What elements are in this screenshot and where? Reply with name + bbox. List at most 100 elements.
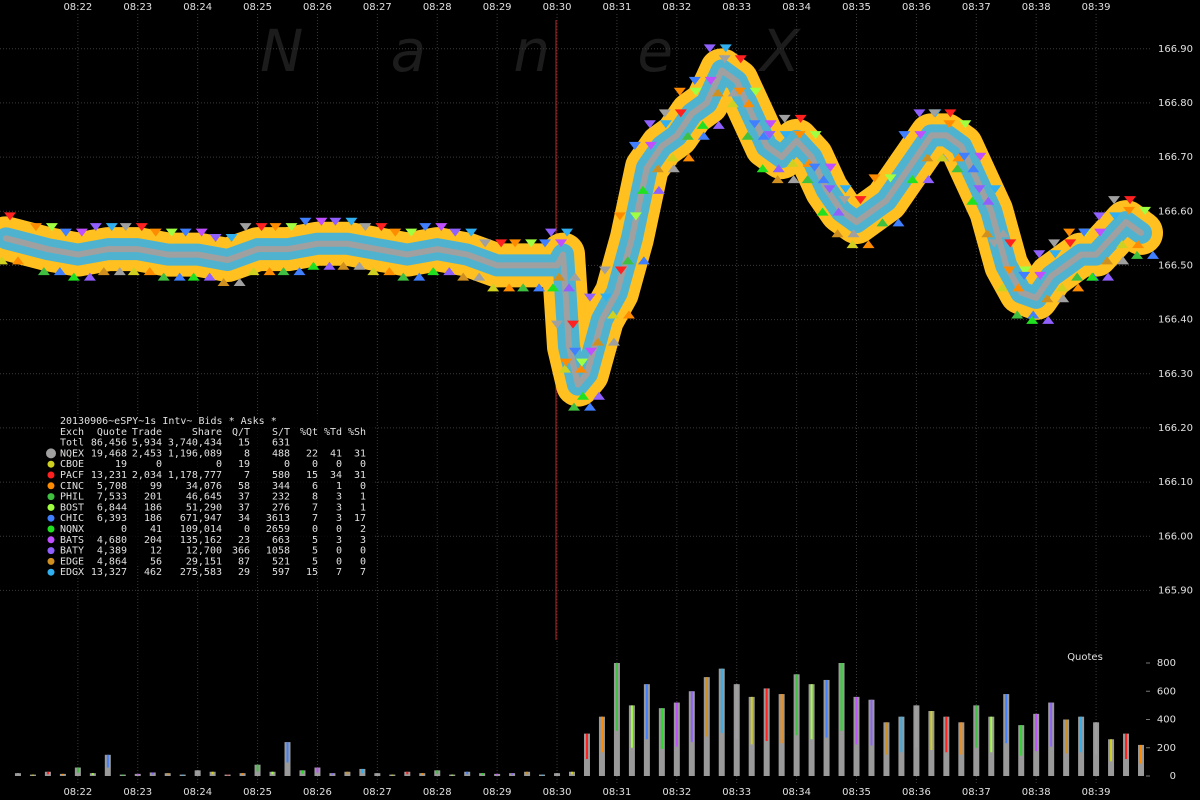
quote-bar-accent — [466, 771, 469, 775]
quote-marker — [763, 131, 776, 140]
table-cell: 31 — [354, 470, 366, 481]
table-cell: 41 — [330, 448, 342, 459]
quote-marker — [667, 164, 680, 173]
exchange-icon — [47, 493, 55, 501]
quote-bar-accent — [600, 716, 603, 753]
table-cell: 15 — [306, 470, 318, 481]
quote-marker — [1072, 283, 1085, 292]
exchange-icon — [47, 471, 55, 479]
x-tick-label: 08:26 — [303, 787, 332, 798]
table-cell: BATY — [60, 546, 84, 557]
x-tick-label: 08:22 — [63, 2, 92, 13]
quote-marker — [157, 272, 170, 281]
quote-bar-accent — [286, 742, 289, 763]
quote-bar-accent — [91, 773, 94, 775]
quote-bar-accent — [660, 708, 663, 749]
table-cell: 7 — [312, 513, 318, 524]
quote-marker — [329, 217, 342, 226]
quote-marker — [1057, 294, 1070, 303]
x-tick-label: 08:38 — [1022, 787, 1051, 798]
quote-marker — [525, 239, 538, 248]
quote-bar-accent — [870, 699, 873, 746]
quote-marker — [981, 229, 994, 238]
quote-marker — [629, 212, 642, 221]
quote-marker — [786, 158, 799, 167]
x-tick-label: 08:32 — [662, 2, 691, 13]
table-cell: 0 — [336, 524, 342, 535]
table-header: Exch — [60, 427, 84, 438]
table-cell: 7 — [360, 567, 366, 578]
quote-marker — [583, 293, 596, 302]
y-tick-label: 200 — [1157, 743, 1176, 754]
quote-bar-accent — [840, 663, 843, 731]
quote-marker — [749, 87, 762, 96]
quote-marker — [533, 283, 546, 292]
quote-marker — [45, 223, 58, 232]
quote-marker — [967, 164, 980, 173]
exchange-icon — [47, 547, 55, 555]
table-cell: 275,583 — [180, 567, 222, 578]
table-cell: 7,533 — [97, 492, 127, 503]
table-header: Trade — [132, 427, 162, 438]
quote-marker — [771, 175, 784, 184]
table-cell: 7 — [312, 502, 318, 513]
x-tick-label: 08:30 — [543, 2, 572, 13]
quote-marker — [559, 364, 572, 373]
quote-marker — [307, 261, 320, 270]
table-cell: 488 — [272, 448, 290, 459]
quote-marker — [892, 218, 905, 227]
quote-marker — [247, 267, 260, 276]
table-cell: 13,327 — [91, 567, 127, 578]
quote-bar-accent — [1020, 725, 1023, 756]
quote-marker — [622, 310, 635, 319]
quote-marker — [1034, 271, 1047, 280]
quote-marker — [1093, 212, 1106, 221]
table-cell: 0 — [360, 556, 366, 567]
quote-bar-accent — [196, 770, 199, 774]
quote-marker — [503, 283, 516, 292]
table-cell: 1058 — [266, 546, 290, 557]
table-header: %Sh — [348, 427, 366, 438]
table-cell: 0 — [216, 459, 222, 470]
quote-marker — [838, 196, 851, 205]
quote-marker — [928, 109, 941, 118]
table-cell: 0 — [360, 481, 366, 492]
x-tick-label: 08:31 — [603, 787, 632, 798]
table-header: Quote — [97, 427, 127, 438]
quote-marker — [704, 76, 717, 85]
quote-bar-accent — [750, 696, 753, 745]
quote-marker — [787, 175, 800, 184]
table-header: %Td — [324, 427, 342, 438]
quote-marker — [553, 272, 566, 281]
table-cell: 201 — [144, 492, 162, 503]
x-tick-label: 08:34 — [782, 787, 811, 798]
quote-marker — [809, 131, 822, 140]
quote-marker — [959, 120, 972, 129]
quote-marker — [567, 320, 580, 329]
quote-bar-accent — [241, 773, 244, 775]
quote-bar-accent — [975, 705, 978, 748]
table-cell: 186 — [144, 513, 162, 524]
table-cell: 2,034 — [132, 470, 162, 481]
quote-bar-accent — [615, 663, 618, 731]
quote-bar-accent — [810, 684, 813, 740]
quote-bar-accent — [735, 684, 738, 740]
quote-marker — [547, 283, 560, 292]
quote-marker — [277, 267, 290, 276]
quote-marker — [551, 320, 564, 329]
exchange-icon — [47, 514, 55, 522]
quote-bar-accent — [316, 767, 319, 773]
table-cell: 3613 — [266, 513, 290, 524]
quote-marker — [345, 217, 358, 226]
quote-marker — [712, 120, 725, 129]
x-tick-label: 08:33 — [722, 2, 751, 13]
quote-marker — [569, 272, 582, 281]
table-cell: 2659 — [266, 524, 290, 535]
quote-marker — [1042, 315, 1055, 324]
quote-marker — [922, 175, 935, 184]
quote-marker — [517, 283, 530, 292]
quote-marker — [719, 44, 732, 53]
quote-marker — [868, 174, 881, 183]
table-cell: 109,014 — [180, 524, 222, 535]
quote-marker — [921, 153, 934, 162]
